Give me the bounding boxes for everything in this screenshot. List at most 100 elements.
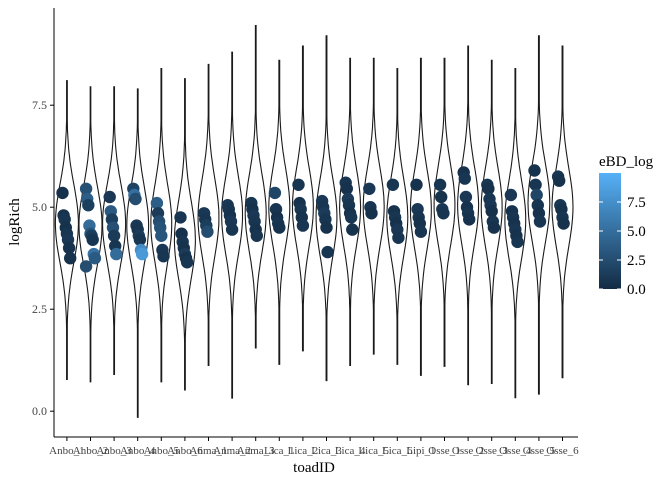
x-tick-label: Anbo_6 [167, 445, 203, 457]
x-tick-label: Anbo_3 [96, 445, 132, 457]
data-point [320, 221, 333, 234]
legend-tick-label: 2.5 [627, 253, 646, 269]
data-point [174, 211, 187, 224]
x-tick-label: Lica_3 [311, 445, 342, 457]
data-point [225, 223, 239, 236]
x-ticks: Anbo_1Anbo_2Anbo_3Anbo_4Anbo_5Anbo_6Anma… [49, 437, 579, 457]
violin-Osse_1 [433, 57, 456, 367]
legend-colorbar [599, 173, 621, 289]
data-point [107, 229, 121, 242]
data-point [363, 182, 376, 195]
data-point [392, 231, 405, 244]
violin-Lica_2 [291, 45, 314, 352]
colorbar-legend: eBD_log 0.0 2.5 5.0 7.5 [599, 154, 654, 298]
violin-Anma_1 [197, 63, 220, 367]
violin-Anbo_6 [173, 78, 196, 391]
violin-Anma_2 [221, 51, 244, 399]
violin-Osse_3 [480, 59, 503, 385]
x-tick-label: Osse_5 [523, 445, 556, 457]
y-tick-label: 5.0 [32, 200, 47, 214]
data-point [321, 245, 334, 259]
data-point [414, 225, 428, 238]
data-point [553, 174, 566, 187]
data-point [129, 192, 142, 206]
data-point [133, 233, 147, 246]
data-point [528, 164, 541, 177]
x-tick-label: Osse_4 [499, 445, 532, 457]
x-tick-label: Anma_1 [190, 445, 228, 457]
data-point [110, 247, 123, 261]
x-tick-label: Anma_3 [237, 445, 275, 457]
data-point [340, 182, 353, 195]
axes-layer [53, 8, 578, 438]
y-tick-label: 2.5 [32, 302, 47, 316]
x-tick-label: Osse_3 [476, 445, 509, 457]
violin-Anbo_1 [54, 80, 79, 380]
violin-Anma_3 [244, 25, 267, 349]
violins-layer [54, 25, 574, 418]
data-point [487, 221, 501, 234]
y-axis-title: logRich [7, 198, 23, 246]
data-point [296, 219, 310, 232]
data-point [250, 229, 263, 242]
points-layer [56, 164, 570, 273]
data-point [435, 190, 448, 204]
violin-Lica_5 [362, 57, 385, 355]
legend-ticks: 0.0 2.5 5.0 7.5 [599, 195, 646, 298]
data-point [346, 223, 359, 236]
data-point [82, 199, 95, 212]
data-point [155, 229, 168, 242]
violin-Anbo_2 [78, 86, 103, 383]
data-point [557, 217, 570, 230]
violin-Lica_6 [386, 67, 409, 365]
x-tick-label: Lica_4 [335, 445, 366, 457]
x-tick-label: Lipi_1 [406, 445, 435, 457]
x-tick-label: Osse_2 [452, 445, 484, 457]
data-point [463, 213, 476, 226]
data-point [533, 215, 547, 228]
data-point [504, 188, 518, 202]
violin-Lica_3 [315, 35, 338, 382]
data-point [62, 241, 76, 255]
data-point [292, 178, 305, 191]
data-point [485, 205, 498, 218]
data-point [482, 182, 495, 195]
data-point [345, 211, 358, 224]
data-point [530, 188, 543, 202]
data-point [433, 178, 447, 191]
violin-Anbo_5 [150, 67, 173, 383]
data-point [459, 190, 473, 204]
x-tick-label: Anbo_2 [73, 445, 108, 457]
data-point [511, 235, 524, 249]
x-tick-label: Osse_6 [546, 445, 579, 457]
y-tick-label: 7.5 [32, 98, 47, 112]
data-point [437, 207, 450, 220]
x-tick-label: Anbo_4 [120, 445, 156, 457]
x-tick-label: Anma_2 [213, 445, 251, 457]
data-point [86, 233, 99, 246]
violin-Osse_5 [527, 35, 551, 395]
violin-Osse_4 [504, 67, 527, 399]
violin-Lica_4 [339, 57, 362, 367]
violin-Lica_1 [268, 59, 291, 365]
x-tick-label: Anbo_1 [49, 445, 84, 457]
data-point [365, 207, 378, 220]
legend-tick-label: 0.0 [627, 282, 646, 298]
data-point [56, 186, 69, 200]
x-tick-label: Lica_1 [264, 445, 295, 457]
data-point [103, 190, 116, 204]
data-point [88, 252, 102, 265]
data-point [63, 252, 77, 265]
data-point [529, 178, 542, 191]
data-point [273, 221, 286, 234]
violin-Osse_6 [551, 45, 574, 379]
x-axis-title: toadID [293, 460, 335, 476]
data-point [201, 225, 214, 238]
violin-Lipi_1 [409, 57, 432, 376]
x-tick-label: Anbo_5 [144, 445, 180, 457]
x-tick-label: Lica_2 [288, 445, 319, 457]
data-point [150, 196, 164, 210]
data-point [410, 178, 423, 191]
violin-Anbo_3 [102, 86, 127, 376]
